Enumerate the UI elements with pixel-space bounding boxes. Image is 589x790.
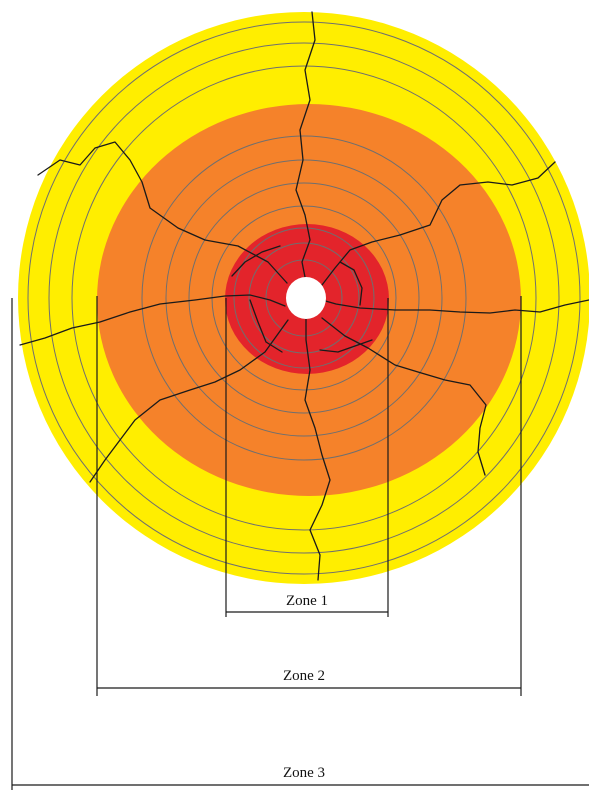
zone-1-dimension: Zone 1 bbox=[225, 298, 389, 617]
concentric-rings bbox=[27, 21, 581, 575]
crack-network bbox=[19, 11, 589, 581]
ring-circle bbox=[165, 159, 443, 437]
crack-line bbox=[304, 317, 331, 581]
crack-line bbox=[321, 161, 556, 286]
ring-circle bbox=[265, 259, 343, 337]
borehole bbox=[286, 277, 326, 319]
zone-2-label: Zone 2 bbox=[283, 668, 325, 684]
ring-circle bbox=[48, 42, 560, 554]
zone-1-label: Zone 1 bbox=[286, 593, 328, 609]
ring-circle bbox=[27, 21, 581, 575]
crack-line bbox=[295, 11, 316, 283]
crack-line bbox=[249, 299, 283, 353]
zone-3-label: Zone 3 bbox=[283, 765, 325, 781]
crack-line bbox=[339, 261, 363, 306]
crack-line bbox=[37, 141, 288, 284]
ring-circle bbox=[248, 242, 360, 354]
ring-circle bbox=[188, 182, 420, 414]
crack-line bbox=[231, 245, 281, 277]
crack-line bbox=[89, 319, 289, 483]
zone-2-dimension: Zone 2 bbox=[96, 296, 522, 696]
crack-line bbox=[319, 339, 373, 353]
ring-circle bbox=[71, 65, 537, 531]
crack-line bbox=[19, 294, 286, 346]
crack-line bbox=[321, 299, 589, 314]
ring-circle bbox=[141, 135, 467, 461]
zone-3-dimension: Zone 3 bbox=[11, 298, 589, 790]
ring-circle bbox=[233, 227, 375, 369]
